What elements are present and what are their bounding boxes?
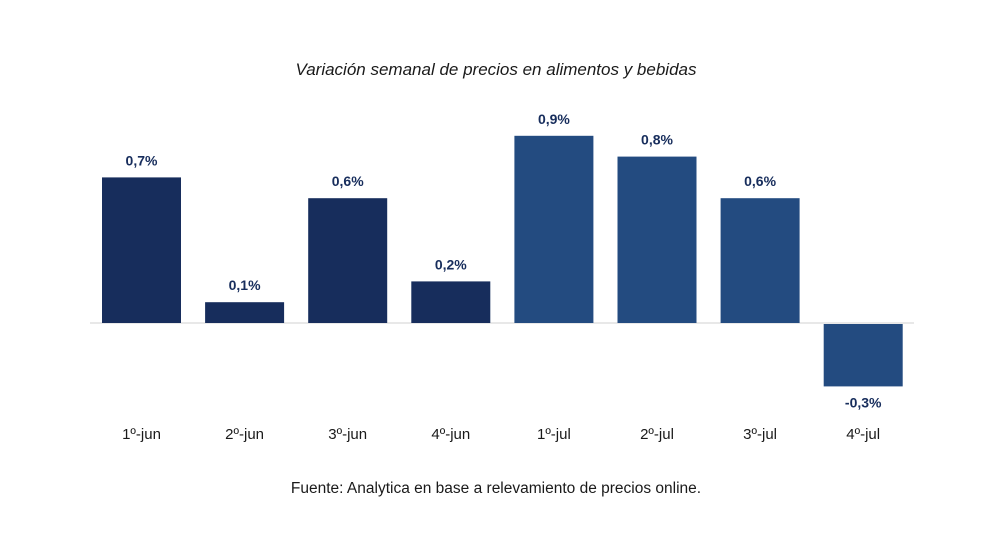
bars-group: [102, 135, 903, 387]
data-label-7: 0,6%: [744, 173, 776, 189]
data-label-8: -0,3%: [845, 394, 882, 410]
bar-6: [617, 156, 697, 323]
bar-8: [823, 324, 903, 387]
x-tick-label-2: 2º-jun: [225, 426, 264, 443]
data-label-6: 0,8%: [641, 132, 673, 148]
bar-4: [411, 281, 491, 323]
bar-3: [308, 198, 388, 323]
source-note: Fuente: Analytica en base a relevamiento…: [290, 480, 702, 497]
x-tick-label-1: 1º-jun: [122, 426, 161, 443]
data-label-5: 0,9%: [538, 111, 570, 127]
bar-5: [514, 135, 594, 323]
x-tick-labels-group: 1º-jun 2º-jun 3º-jun 4º-jun 1º-jul 2º-jul 3º-j…: [122, 426, 880, 443]
data-label-3: 0,6%: [332, 173, 364, 189]
data-labels-group: 0,7% 0,1% 0,6% 0,2% 0,9% 0,8% 0,6% -0,3%: [126, 111, 882, 411]
x-tick-label-6: 2º-jul: [640, 426, 674, 443]
x-tick-label-7: 3º-jul: [743, 426, 777, 443]
data-label-1: 0,7%: [126, 152, 158, 168]
x-tick-label-5: 1º-jul: [537, 426, 571, 443]
data-label-2: 0,1%: [229, 277, 261, 293]
x-tick-label-4: 4º-jun: [431, 426, 470, 443]
data-label-4: 0,2%: [435, 256, 467, 272]
x-tick-label-8: 4º-jul: [846, 426, 880, 443]
bar-7: [720, 198, 800, 323]
bar-1: [102, 177, 181, 323]
chart-title: Variación semanal de precios en alimento…: [295, 60, 697, 79]
bar-2: [205, 302, 285, 323]
x-tick-label-3: 3º-jun: [328, 426, 367, 443]
